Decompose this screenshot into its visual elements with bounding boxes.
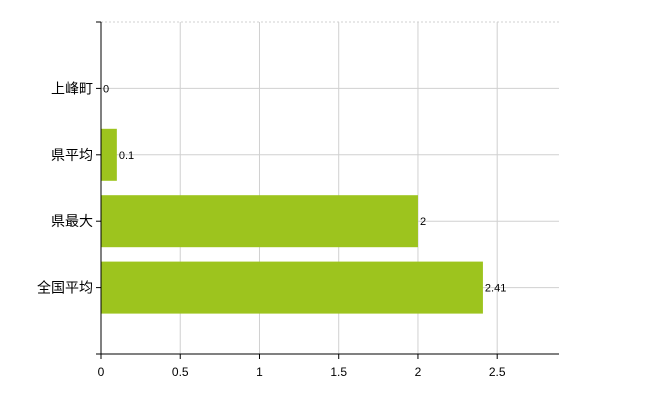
category-label: 県最大 (51, 213, 93, 229)
data-label: 2.41 (485, 283, 506, 295)
data-label: 0 (103, 83, 109, 95)
bar (101, 128, 117, 181)
category-label: 県平均 (51, 147, 93, 163)
category-label: 全国平均 (37, 280, 93, 296)
data-label: 0.1 (119, 150, 134, 162)
x-tick-label: 0.5 (172, 365, 189, 379)
x-tick-label: 0 (98, 365, 105, 379)
data-label: 2 (420, 216, 426, 228)
bar (101, 195, 418, 248)
bar (101, 261, 483, 314)
x-tick-label: 2.5 (489, 365, 506, 379)
x-tick-label: 1.5 (330, 365, 347, 379)
x-tick-label: 2 (415, 365, 422, 379)
category-label: 上峰町 (51, 80, 93, 96)
x-tick-label: 1 (256, 365, 263, 379)
